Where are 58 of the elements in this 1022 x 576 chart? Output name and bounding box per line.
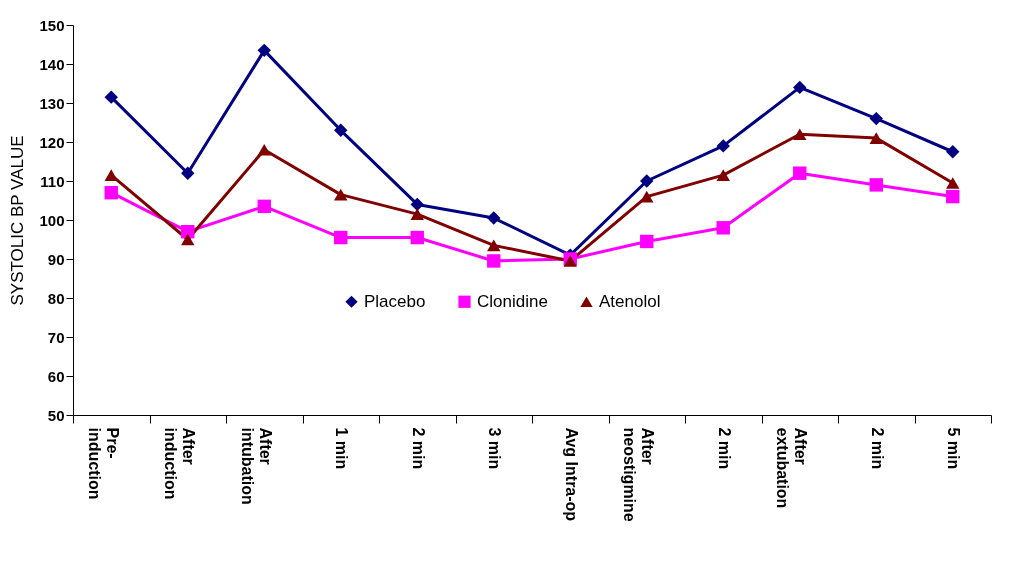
point [257, 143, 271, 156]
legend-label: Atenolol [599, 291, 661, 311]
point [104, 169, 118, 181]
y-tick-label: 130 [39, 94, 65, 112]
point [104, 90, 118, 104]
point [487, 211, 501, 225]
point [869, 111, 883, 126]
point [946, 189, 960, 204]
x-tick-label: Pre- induction [85, 427, 121, 500]
y-tick-label: 60 [47, 367, 65, 385]
x-tick-label: 2 min [868, 427, 886, 470]
point [181, 166, 195, 180]
x-tick-label: 1 min [333, 427, 351, 470]
y-tick-label: 50 [47, 406, 65, 424]
legend-label: Placebo [364, 291, 426, 311]
y-tick-label: 80 [47, 289, 65, 307]
point [640, 174, 654, 188]
point [257, 43, 271, 58]
point [104, 185, 118, 200]
point [869, 132, 883, 144]
point [410, 197, 424, 212]
point [716, 221, 730, 235]
x-tick-label: After neostigmine [621, 427, 657, 522]
y-tick-label: 100 [39, 211, 65, 229]
point [487, 239, 501, 252]
point [640, 190, 654, 203]
x-tick-label: Avg Intra-op [562, 427, 580, 522]
point [793, 128, 807, 141]
x-tick-label: After extubation [774, 427, 810, 509]
point [869, 178, 883, 192]
y-tick-label: 70 [47, 328, 65, 346]
y-axis-title: SYSTOLIC BP VALUE [8, 135, 28, 306]
y-tick-label: 90 [47, 250, 65, 268]
x-tick-label: 2 min [715, 427, 733, 470]
point [716, 169, 730, 181]
point [716, 139, 730, 153]
point [181, 233, 195, 246]
legend-label: Clonidine [477, 291, 548, 311]
y-tick-label: 120 [39, 133, 65, 151]
point [334, 123, 348, 138]
x-tick-label: 5 min [945, 427, 963, 470]
x-tick-label: 3 min [486, 427, 504, 470]
point [334, 188, 348, 201]
y-tick-label: 110 [40, 172, 65, 190]
point [410, 230, 424, 245]
y-tick-label: 140 [39, 55, 65, 73]
point [793, 166, 807, 180]
point [946, 177, 960, 189]
x-tick-label: 2 min [409, 427, 427, 470]
point [487, 254, 501, 268]
point [946, 145, 960, 159]
point [793, 80, 807, 95]
y-tick-label: 150 [39, 16, 65, 34]
point [410, 208, 424, 220]
point [257, 199, 271, 214]
point [640, 234, 654, 249]
point [334, 230, 348, 245]
x-tick-label: After induction [162, 427, 198, 500]
